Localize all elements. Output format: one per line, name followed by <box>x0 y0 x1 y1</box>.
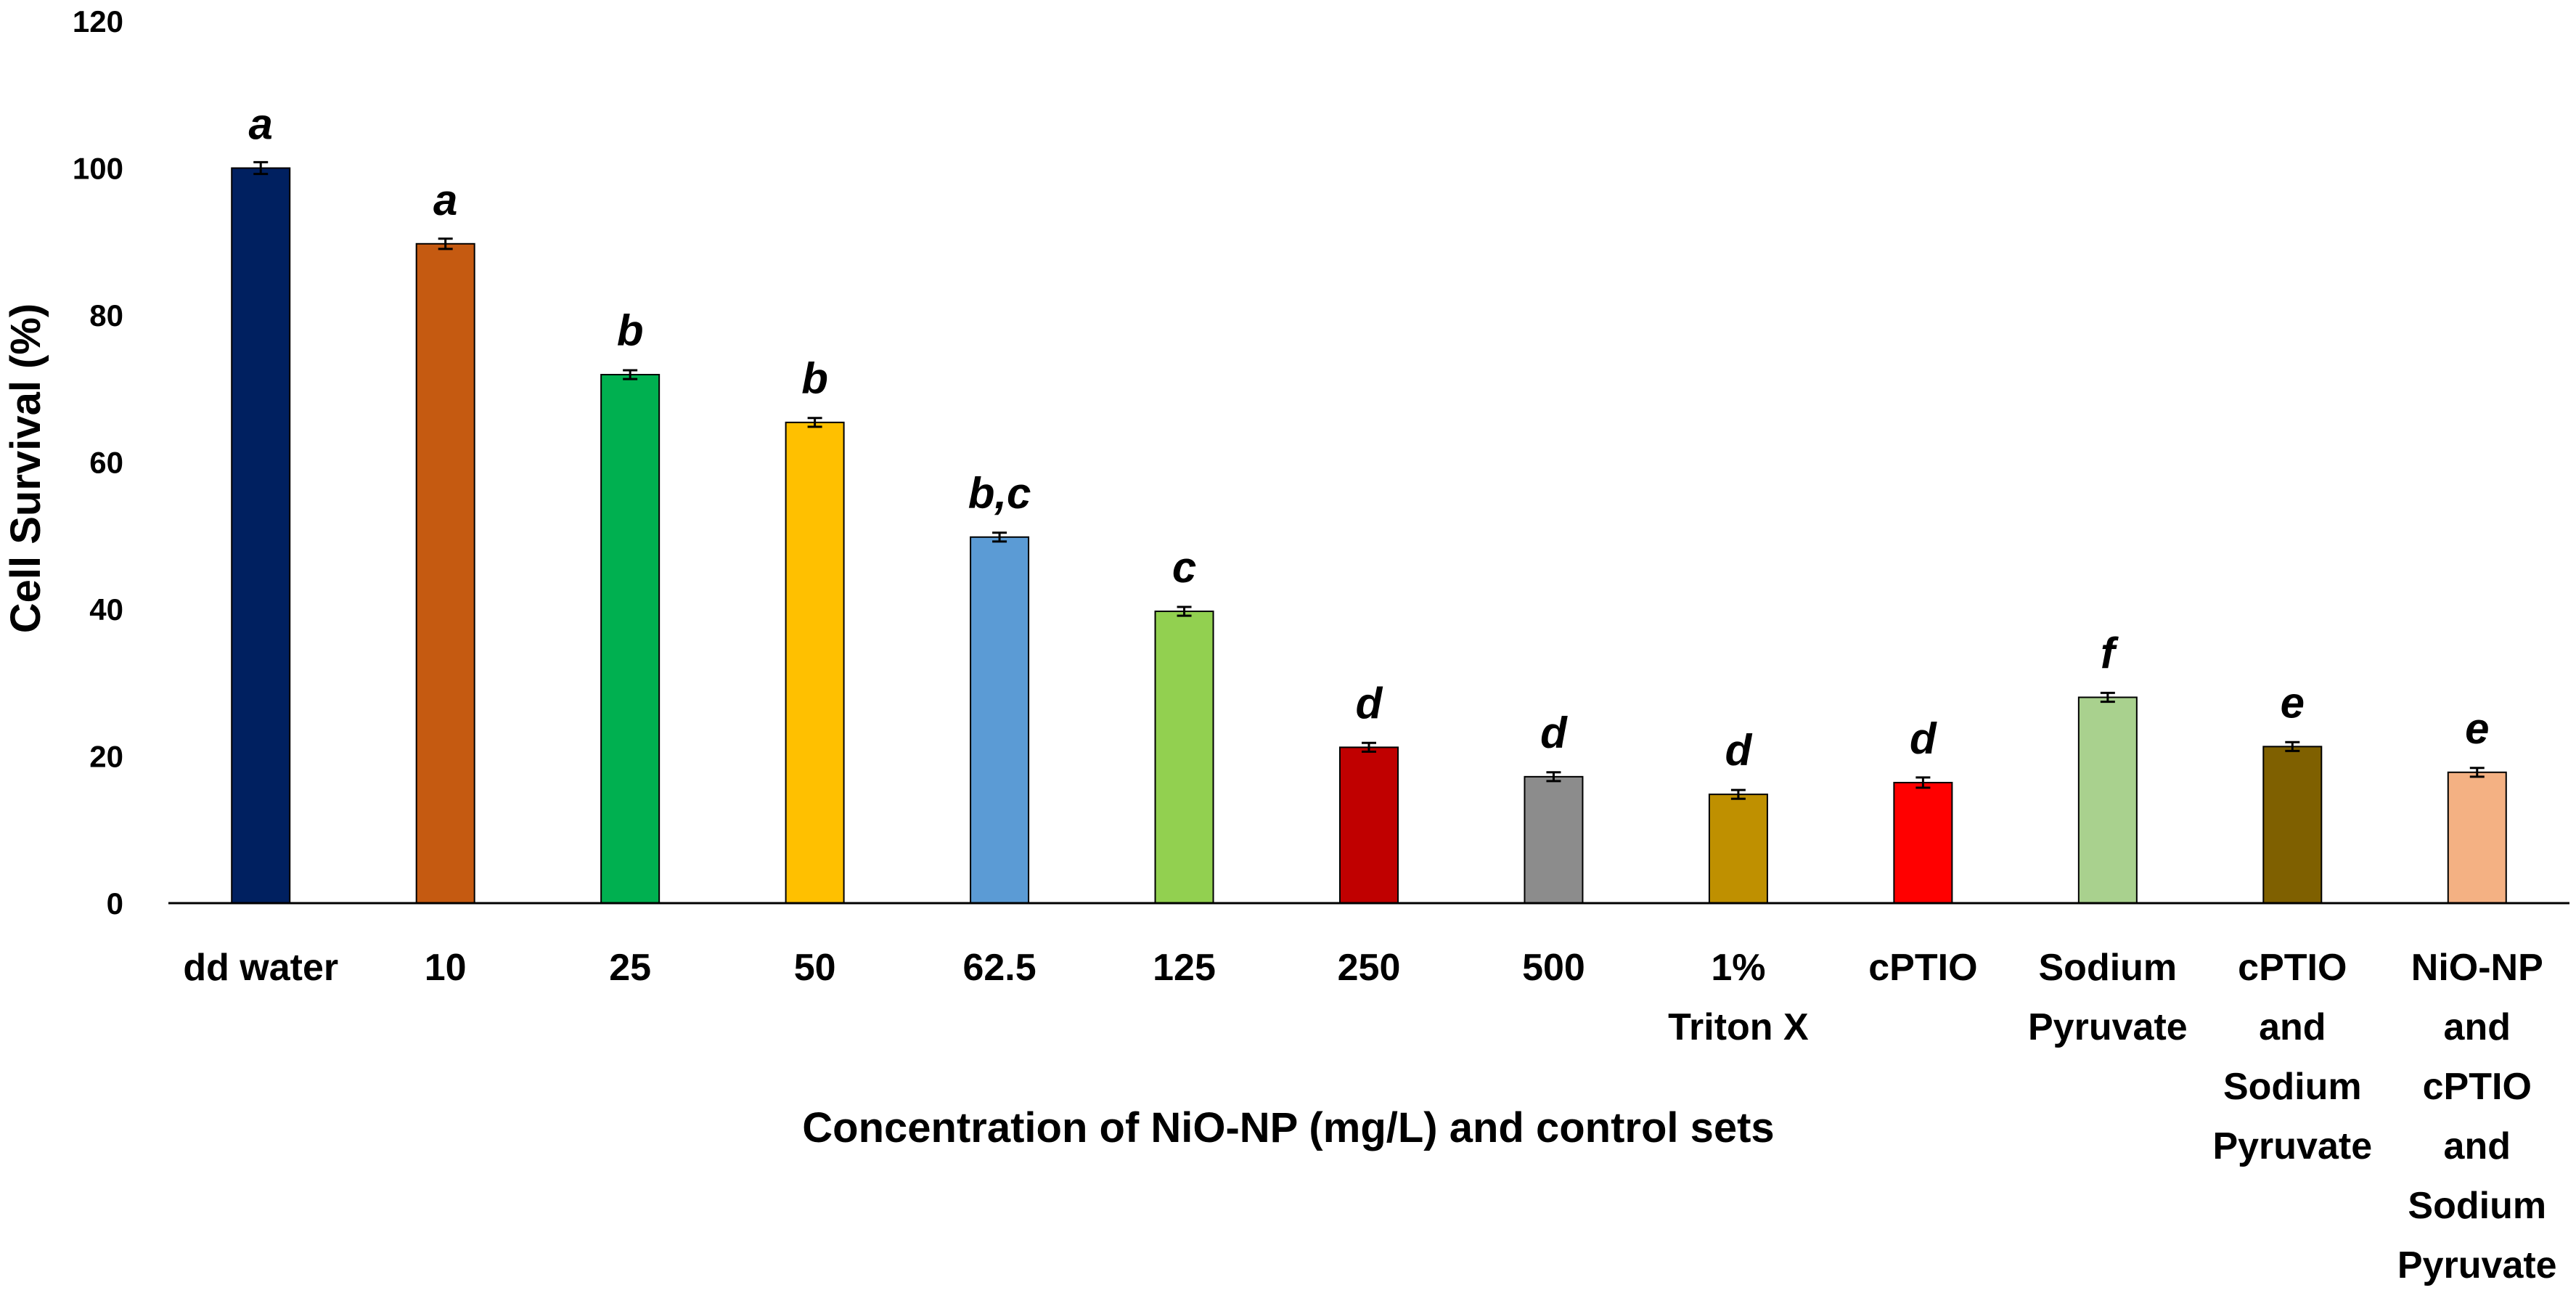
x-tick-label: dd water <box>183 947 338 989</box>
x-tick-label: NiO-NP and cPTIO and Sodium Pyruvate <box>2397 947 2557 1286</box>
y-tick-label: 80 <box>89 298 123 333</box>
error-bar <box>623 369 638 380</box>
bar <box>231 167 291 904</box>
x-tick-label: 62.5 <box>962 947 1036 989</box>
error-bar <box>992 531 1007 543</box>
y-tick-label: 100 <box>73 152 123 186</box>
bar <box>1893 781 1953 904</box>
y-tick-label: 0 <box>107 886 123 921</box>
significance-label: b <box>801 354 828 403</box>
x-tick-label: 250 <box>1338 947 1401 989</box>
bar <box>415 242 475 905</box>
bar <box>1154 611 1214 904</box>
y-tick-label: 60 <box>89 446 123 480</box>
x-tick-label: Sodium Pyruvate <box>2028 947 2188 1048</box>
error-bar <box>1362 741 1376 753</box>
x-tick-label: 500 <box>1522 947 1585 989</box>
x-tick-label: 25 <box>609 947 651 989</box>
y-axis-title: Cell Survival (%) <box>2 303 49 633</box>
bars <box>231 167 2507 905</box>
error-bar <box>807 417 822 428</box>
error-bar <box>2469 767 2485 778</box>
significance-labels: a a b b b,c c d d d d f e e <box>249 100 2490 775</box>
significance-label: d <box>1910 714 1937 763</box>
bar <box>2447 771 2507 905</box>
bar <box>600 374 661 904</box>
significance-label: f <box>2101 629 2119 678</box>
bar <box>1339 746 1399 904</box>
error-bar <box>253 160 269 176</box>
bar <box>2262 746 2323 905</box>
bar <box>1524 775 1584 904</box>
error-bar <box>2285 741 2300 752</box>
x-tick-label: cPTIO <box>1868 947 1977 989</box>
error-bar <box>438 237 453 250</box>
significance-label: a <box>433 176 457 224</box>
bar <box>1708 794 1768 905</box>
x-tick-label: 125 <box>1153 947 1216 989</box>
error-bars <box>253 160 2485 800</box>
significance-label: b <box>617 306 644 355</box>
error-bar <box>1915 776 1931 789</box>
significance-label: b,c <box>968 469 1031 518</box>
significance-label: d <box>1725 726 1753 775</box>
significance-label: c <box>1172 543 1196 592</box>
x-tick-label: 1% Triton X <box>1668 947 1809 1048</box>
y-tick-label: 120 <box>73 4 123 38</box>
bar <box>785 421 845 904</box>
error-bar <box>2100 691 2115 703</box>
error-bar <box>1730 788 1746 800</box>
error-bar <box>1546 771 1561 783</box>
significance-label: a <box>249 100 273 149</box>
x-axis-title: Concentration of NiO-NP (mg/L) and contr… <box>802 1104 1774 1151</box>
significance-label: e <box>2281 678 2305 727</box>
bar <box>2077 696 2138 904</box>
significance-label: d <box>1356 679 1383 727</box>
significance-label: d <box>1540 709 1568 757</box>
significance-label: e <box>2465 704 2489 753</box>
x-tick-label: 50 <box>794 947 836 989</box>
y-tick-label: 40 <box>89 592 123 627</box>
x-tick-label: cPTIO and Sodium Pyruvate <box>2212 947 2372 1167</box>
bar <box>970 536 1030 905</box>
y-tick-label: 20 <box>89 740 123 774</box>
x-tick-label: 10 <box>425 947 467 989</box>
error-bar <box>1177 605 1192 617</box>
x-axis: dd water 10 25 50 62.5 125 250 500 1% Triton X cPT… <box>168 902 2569 1286</box>
y-axis: 0 20 40 60 80 100 120 <box>73 4 123 921</box>
